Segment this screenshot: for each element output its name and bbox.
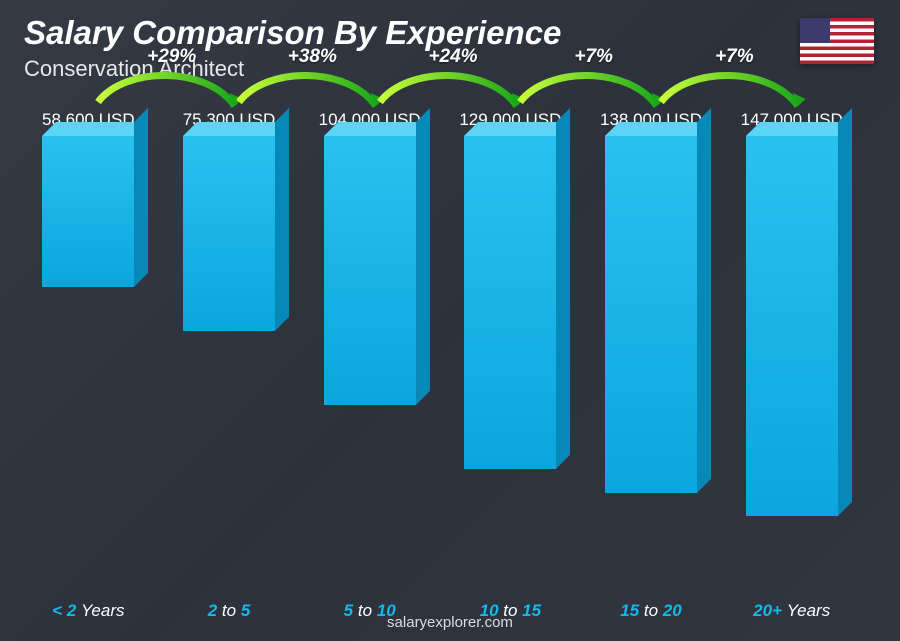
bar-chart: 58,600 USD < 2 Years 75,300 USD 2 to 5 1… <box>24 110 856 591</box>
bar-slot: 75,300 USD 2 to 5 <box>165 110 294 591</box>
chart-title: Salary Comparison By Experience <box>24 14 876 52</box>
bar-slot: 104,000 USD 5 to 10 <box>305 110 434 591</box>
bar <box>42 136 134 287</box>
bar-slot: 138,000 USD 15 to 20 <box>587 110 716 591</box>
bar <box>605 136 697 493</box>
bar <box>183 136 275 331</box>
bar <box>746 136 838 516</box>
bar <box>464 136 556 469</box>
bar <box>324 136 416 405</box>
bar-slot: 58,600 USD < 2 Years <box>24 110 153 591</box>
attribution-text: salaryexplorer.com <box>0 614 900 631</box>
us-flag-icon <box>800 18 874 64</box>
bar-slot: 147,000 USD 20+ Years <box>727 110 856 591</box>
bar-slot: 129,000 USD 10 to 15 <box>446 110 575 591</box>
chart-header: Salary Comparison By Experience Conserva… <box>24 14 876 82</box>
chart-subtitle: Conservation Architect <box>24 56 876 82</box>
